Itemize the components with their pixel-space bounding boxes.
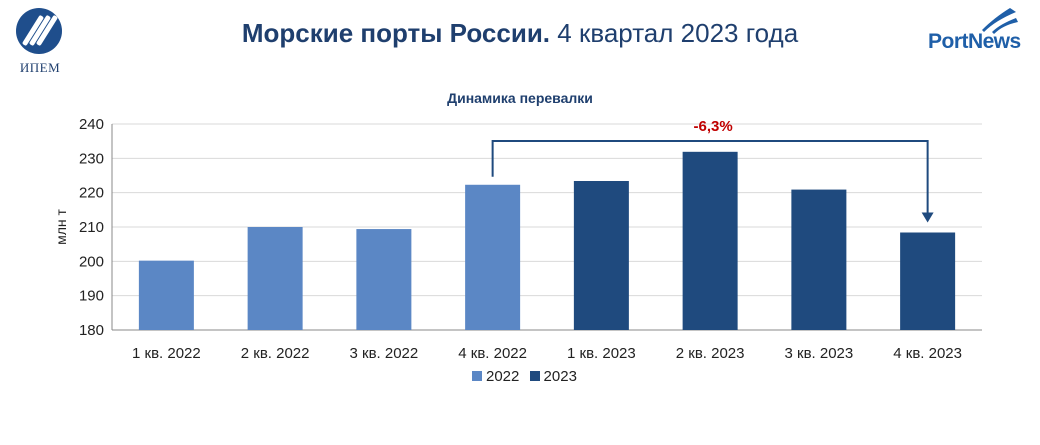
portnews-logo-text: PortNews <box>928 30 1021 53</box>
bar <box>682 151 738 330</box>
annotation-bracket <box>491 140 929 217</box>
y-tick-label: 200 <box>79 253 104 270</box>
x-tick-label: 1 кв. 2023 <box>567 345 636 362</box>
page-title-rest: 4 квартал 2023 года <box>557 18 799 48</box>
x-tick-label: 3 кв. 2022 <box>350 345 419 362</box>
ipem-logo-icon <box>16 8 62 54</box>
page-title: Морские порты России. 4 квартал 2023 год… <box>0 18 1040 49</box>
portnews-logo: PortNews <box>928 6 1036 56</box>
bar <box>900 232 956 330</box>
bar <box>465 184 521 330</box>
bar <box>247 227 303 330</box>
y-axis-label: млн т <box>53 208 69 244</box>
bar <box>791 189 847 330</box>
ipem-logo: ИПЕМ <box>12 8 72 78</box>
y-tick-label: 220 <box>79 185 104 202</box>
bar <box>356 229 412 330</box>
legend-swatch-2023 <box>529 370 540 381</box>
chart-legend: 2022 2023 <box>472 368 583 385</box>
legend-swatch-2022 <box>472 370 482 381</box>
legend-item-2023: 2023 <box>529 368 577 385</box>
y-tick-label: 180 <box>79 322 104 339</box>
y-tick-label: 210 <box>79 219 104 236</box>
annotation-label: -6,3% <box>694 118 733 135</box>
x-tick-label: 4 кв. 2023 <box>893 345 962 362</box>
x-tick-label: 2 кв. 2022 <box>241 345 310 362</box>
x-tick-label: 3 кв. 2023 <box>785 345 854 362</box>
y-tick-label: 230 <box>79 150 104 167</box>
annotation-arrowhead <box>921 212 934 223</box>
y-tick-label: 190 <box>79 288 104 305</box>
bar <box>138 260 194 330</box>
x-tick-label: 1 кв. 2022 <box>132 345 201 362</box>
ipem-logo-text: ИПЕМ <box>19 60 61 75</box>
bar <box>573 180 629 330</box>
chart-title: Динамика перевалки <box>447 90 593 106</box>
page-title-bold: Морские порты России. <box>241 18 551 48</box>
x-tick-label: 2 кв. 2023 <box>676 345 745 362</box>
x-tick-label: 4 кв. 2022 <box>458 345 527 362</box>
legend-item-2022: 2022 <box>472 368 519 385</box>
y-tick-label: 240 <box>79 116 104 133</box>
ship-icon <box>982 8 1018 34</box>
